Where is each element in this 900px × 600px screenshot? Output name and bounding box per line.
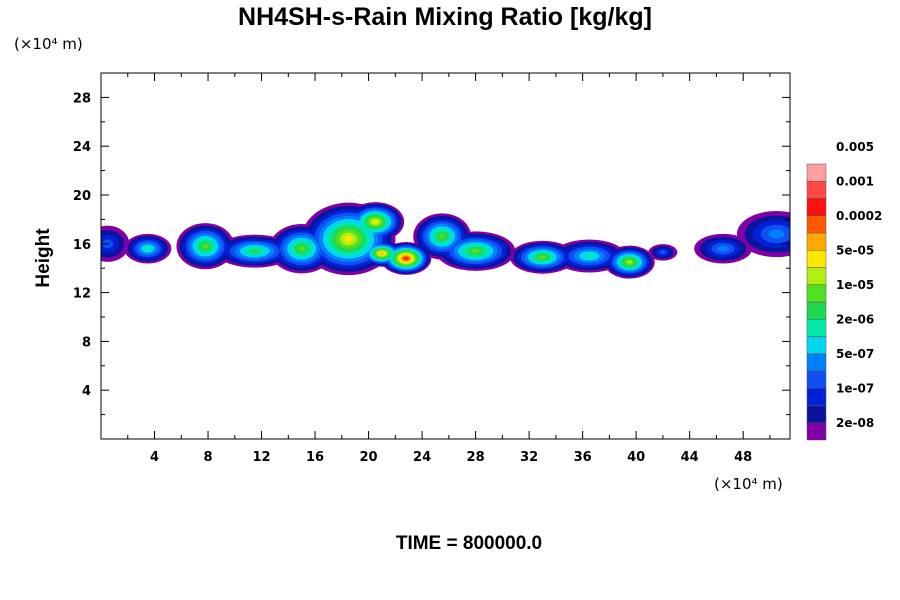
- x-tick-label: 44: [681, 450, 699, 465]
- cloud-contour: [584, 253, 595, 259]
- colorbar-swatch: [806, 267, 827, 285]
- y-tick-label: 16: [73, 238, 91, 253]
- x-tick-label: 20: [360, 450, 378, 465]
- colorbar: 2e-08 1e-07 5e-07 2e-06 1e-05 5e-05 0.0002 0.00…: [806, 140, 882, 441]
- colorbar-label: 1e-05: [836, 278, 874, 292]
- colorbar-swatch: [806, 422, 827, 441]
- cloud-contour: [249, 249, 260, 254]
- cloud-contour: [372, 220, 378, 224]
- x-axis-unit: (×10⁴ m): [714, 475, 783, 493]
- x-tick-label: 36: [574, 450, 592, 465]
- colorbar-swatch: [806, 319, 827, 337]
- colorbar-swatch: [806, 284, 827, 303]
- colorbar-swatch: [806, 301, 827, 320]
- cloud-contour: [768, 229, 785, 239]
- chart-title: NH4SH-s-Rain Mixing Ratio [kg/kg]: [238, 3, 652, 31]
- x-tick-label: 40: [627, 450, 645, 465]
- colorbar-swatch: [806, 181, 827, 199]
- cloud-contour: [438, 233, 446, 240]
- time-label: TIME = 800000.0: [396, 533, 542, 554]
- cloud-contour: [144, 246, 152, 251]
- cloud-contour: [659, 250, 667, 255]
- cloud-contour: [626, 260, 632, 264]
- colorbar-label: 2e-08: [836, 416, 874, 430]
- colorbar-swatch: [806, 405, 827, 423]
- mixing-ratio-field: [101, 202, 790, 279]
- colorbar-label: 0.001: [836, 174, 874, 188]
- colorbar-swatch: [806, 388, 827, 406]
- y-axis-unit: (×10⁴ m): [14, 35, 83, 53]
- x-tick-label: 4: [150, 450, 159, 465]
- colorbar-swatch: [806, 232, 827, 251]
- cloud-contour: [717, 245, 729, 252]
- x-tick-label: 24: [413, 450, 431, 465]
- x-tick-label: 8: [204, 450, 213, 465]
- colorbar-label: 0.005: [836, 140, 874, 154]
- cloud-contour: [380, 252, 384, 255]
- colorbar-label: 5e-05: [836, 243, 874, 257]
- x-tick-label: 48: [734, 450, 752, 465]
- x-tick-label: 32: [520, 450, 538, 465]
- colorbar-swatch: [806, 250, 827, 268]
- colorbar-swatch: [806, 353, 827, 372]
- colorbar-label: 2e-06: [836, 312, 874, 326]
- colorbar-label: 5e-07: [836, 347, 874, 361]
- cloud-contour: [202, 243, 209, 249]
- cloud-contour: [344, 235, 353, 243]
- y-tick-label: 28: [73, 91, 91, 106]
- x-tick-label: 28: [467, 450, 485, 465]
- colorbar-label: 1e-07: [836, 381, 874, 395]
- y-tick-label: 8: [82, 335, 91, 350]
- cloud-contour: [404, 257, 408, 260]
- cloud-contour: [538, 255, 547, 260]
- x-tick-label: 16: [306, 450, 324, 465]
- cloud-contour: [298, 245, 306, 252]
- colorbar-swatch: [806, 215, 827, 234]
- y-tick-label: 20: [73, 189, 91, 204]
- cloud-contour: [471, 248, 481, 254]
- y-tick-label: 4: [82, 384, 91, 399]
- y-tick-label: 12: [73, 287, 91, 302]
- colorbar-swatch: [806, 336, 827, 354]
- colorbar-swatch: [806, 370, 827, 389]
- plot-area: [100, 72, 791, 440]
- x-tick-label: 12: [252, 450, 270, 465]
- y-tick-label: 24: [73, 140, 91, 155]
- y-axis-label: Height: [33, 228, 54, 288]
- colorbar-swatch: [806, 163, 827, 182]
- colorbar-swatch: [806, 198, 827, 216]
- colorbar-label: 0.0002: [836, 209, 882, 223]
